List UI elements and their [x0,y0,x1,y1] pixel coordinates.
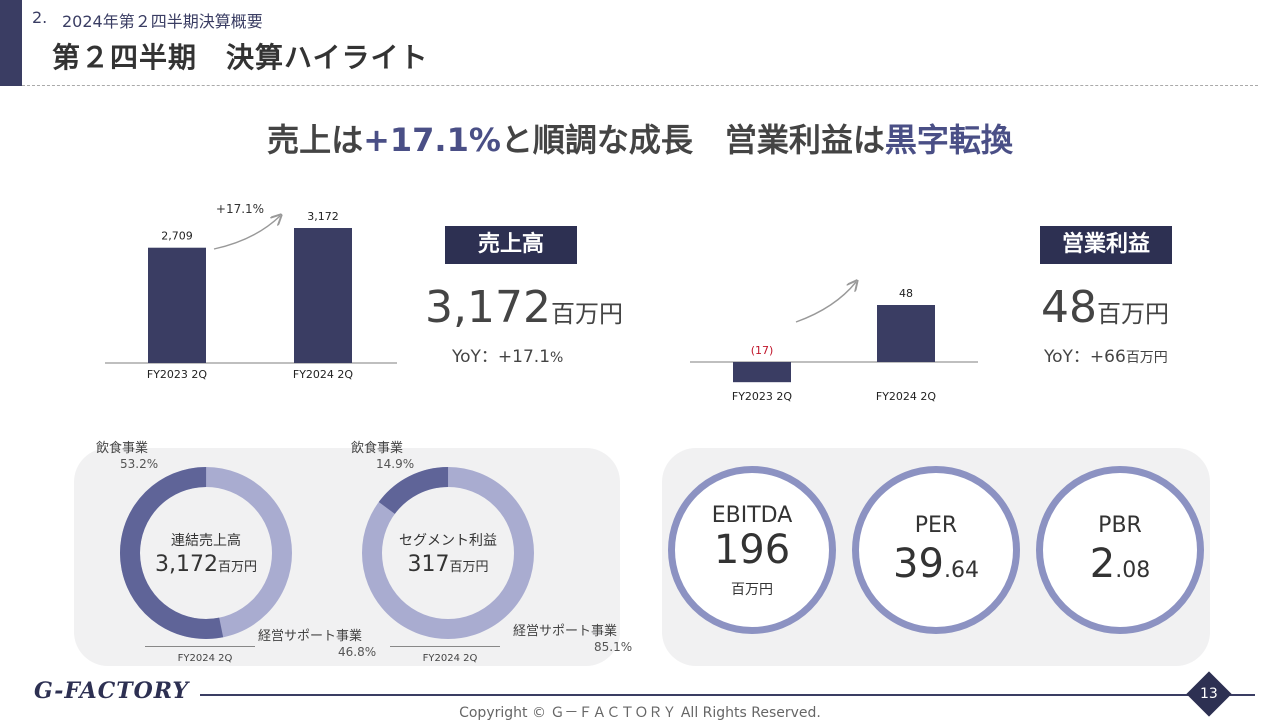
bar-value-label: 3,172 [307,210,339,223]
kpi-ebitda-int: 196 [713,527,791,573]
donut1-support-pct: 46.8% [338,645,377,659]
consolidated-sales-donut [120,467,292,639]
kpi-per-name: PER [914,513,958,538]
kpi-ebitda-unit: 百万円 [731,582,773,598]
donut2-food-pct: 14.9% [376,457,415,471]
donut1-support-label: 経営サポート事業 [258,629,363,644]
sales-bar-chart: 2,709 FY2023 2Q 3,172 FY2024 2Q +17.1% [105,202,397,381]
kpi-pbr-value: 2.08 [1043,538,1197,597]
operating-profit-yoy-label: YoY： [1044,347,1090,367]
bar-value-label: 2,709 [161,230,193,243]
donut2-food-label: 飲食事業 [351,441,404,456]
kpi-pbr-int: 2 [1089,541,1116,587]
kpi-ebitda-name: EBITDA [711,503,793,528]
headline-part2: と順調な成長 営業利益は [500,121,885,159]
growth-arrow [795,282,856,323]
donut1-food-label: 飲食事業 [96,441,149,456]
donut1-center-number: 3,172 [155,552,218,577]
sales-yoy: YoY：+17.1% [452,342,563,367]
operating-profit-value-number: 48 [1041,282,1097,333]
donut2-center-label: セグメント利益 [399,533,497,549]
sales-yoy-label: YoY： [452,347,498,367]
bar [148,247,206,363]
operating-profit-yoy: YoY：+66百万円 [1044,342,1168,367]
headline-part1: 売上は [267,121,364,159]
kpi-per-value: 39.64 [859,538,1013,597]
bar [294,228,352,363]
sales-value: 3,172百万円 [425,282,623,333]
kpi-pbr-dec: .08 [1115,558,1151,583]
kpi-pbr-name: PBR [1098,513,1142,538]
sales-yoy-unit: % [550,350,564,366]
operating-profit-yoy-unit: 百万円 [1125,350,1168,366]
donut2-caption: FY2024 2Q [422,653,478,664]
donut2-support-label: 経営サポート事業 [513,624,618,639]
donut-segment [362,467,534,639]
operating-profit-value-unit: 百万円 [1097,300,1169,328]
company-logo: G-FACTORY [34,678,190,704]
donut1-center-unit: 百万円 [217,560,257,575]
donut2-center-number: 317 [407,552,450,577]
donut2-caption-rule [390,646,500,647]
footer-divider [200,694,1255,696]
bar-value-label: 48 [899,287,913,300]
section-title: 2024年第２四半期決算概要 [62,12,263,31]
donut-segment [120,467,292,639]
donut1-caption-rule [145,646,255,647]
headline: 売上は+17.1%と順調な成長 営業利益は黒字転換 [0,115,1280,161]
sales-tag: 売上高 [445,226,577,264]
copyright: Copyright © Ｇ－ＦＡＣＴＯＲＹ All Rights Reserve… [459,705,821,720]
growth-label: +17.1% [216,202,264,216]
sales-value-number: 3,172 [425,282,551,333]
category-label: FY2024 2Q [293,368,354,381]
kpi-per-dec: .64 [943,558,979,583]
header-accent-bar [0,0,22,86]
donut2-center-unit: 百万円 [449,560,489,575]
kpi-pbr: PBR 2.08 [1036,466,1204,634]
donut1-food-pct: 53.2% [120,457,159,471]
bar [733,362,791,383]
section-number: 2. [32,8,48,27]
donut2-support-pct: 85.1% [594,640,633,654]
operating-profit-yoy-value: +66 [1089,347,1126,367]
kpi-ebitda: EBITDA 196 百万円 [668,466,836,634]
category-label: FY2024 2Q [876,390,937,403]
sales-yoy-value: +17.1 [497,347,551,367]
donut1-caption: FY2024 2Q [177,653,233,664]
category-label: FY2023 2Q [147,368,208,381]
page-title: 第２四半期 決算ハイライト [52,41,429,74]
sales-value-unit: 百万円 [550,300,623,328]
segment-profit-donut [362,467,534,639]
donut2-center-value: 317百万円 [378,552,518,577]
kpi-per: PER 39.64 [852,466,1020,634]
donut1-center-value: 3,172百万円 [136,552,276,577]
operating-profit-tag: 営業利益 [1040,226,1172,264]
category-label: FY2023 2Q [732,390,793,403]
growth-arrow [213,216,280,250]
bar-value-label: (17) [751,344,774,357]
kpi-ebitda-value: 196 [675,528,829,579]
kpi-per-int: 39 [893,541,944,587]
header-divider [22,85,1258,86]
operating-profit-bar-chart: (17) FY2023 2Q 48 FY2024 2Q [690,282,978,403]
donut1-center-label: 連結売上高 [171,533,241,549]
headline-highlight-growth: +17.1% [363,121,501,159]
headline-highlight-profit: 黒字転換 [884,121,1013,159]
bar [877,305,935,362]
operating-profit-value: 48百万円 [1041,282,1169,333]
